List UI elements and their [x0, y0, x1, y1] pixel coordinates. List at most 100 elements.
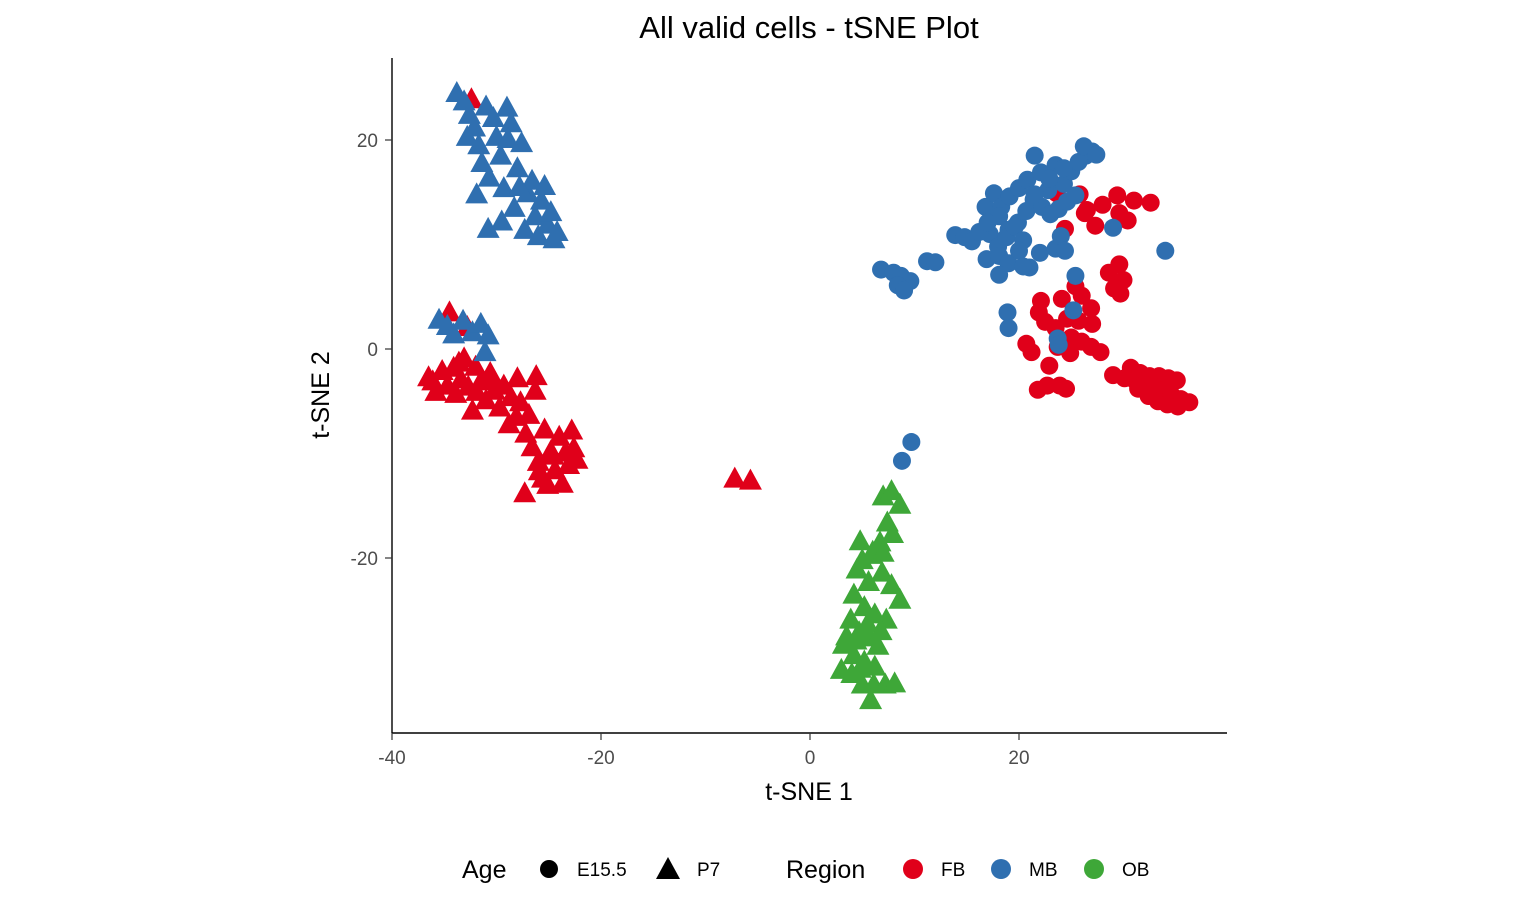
plot-points [417, 80, 1199, 710]
point-mb-e155-61 [1049, 335, 1068, 354]
point-mb-p7-19 [520, 168, 544, 190]
point-mb-p7-17 [513, 217, 537, 239]
point-mb-p7-39 [476, 323, 500, 345]
y-tick-label--20: -20 [351, 549, 378, 570]
point-ob-p7-30 [883, 671, 907, 693]
point-fb-e155-28 [1091, 343, 1110, 362]
point-fb-p7-35 [560, 418, 584, 440]
point-fb-e155-17 [1083, 314, 1102, 333]
x-tick-label-0: 0 [805, 748, 816, 769]
point-fb-e155-56 [1040, 356, 1059, 375]
point-fb-p7-38 [524, 364, 548, 386]
point-fb-p7-5 [444, 381, 468, 403]
point-fb-p7-39 [437, 300, 461, 322]
point-mb-e155-54 [1066, 266, 1085, 285]
point-ob-p7-1 [880, 479, 904, 501]
point-fb-p7-24 [523, 378, 547, 400]
legend-fb-label: FB [941, 860, 965, 881]
point-fb-p7-43 [541, 443, 565, 465]
legend-age-title: Age [462, 856, 506, 884]
point-fb-e155-38 [1167, 371, 1186, 390]
point-mb-e155-37 [1030, 243, 1049, 262]
point-mb-p7-30 [465, 182, 489, 204]
point-ob-p7-2 [888, 492, 912, 514]
point-mb-e155-44 [978, 213, 997, 232]
point-mb-p7-8 [481, 106, 505, 128]
point-mb-e155-30 [1005, 217, 1024, 236]
point-ob-p7-35 [855, 611, 879, 633]
point-mb-e155-26 [1066, 186, 1085, 205]
point-ob-p7-13 [842, 582, 866, 604]
point-mb-e155-64 [902, 433, 921, 452]
point-ob-p7-10 [870, 560, 894, 582]
point-mb-e155-35 [1010, 241, 1028, 260]
point-ob-p7-37 [869, 619, 893, 641]
point-fb-p7-9 [460, 398, 484, 420]
point-fb-p7-41 [513, 481, 537, 503]
point-mb-p7-36 [451, 308, 475, 330]
point-mb-e155-62 [1104, 218, 1123, 237]
point-ob-p7-38 [835, 624, 859, 646]
point-fb-e155-10 [1099, 263, 1118, 282]
point-fb-e155-23 [1029, 303, 1048, 322]
y-tick-label-0: 0 [367, 340, 378, 361]
point-fb-e155-58 [1075, 204, 1094, 223]
point-mb-e155-6 [1025, 146, 1044, 165]
y-axis-ticks: -20 0 20 [351, 131, 392, 570]
point-ob-p7-9 [857, 570, 881, 592]
legend-region-title: Region [786, 856, 865, 884]
point-fb-e155-13 [1105, 279, 1124, 298]
point-fb-e155-4 [1110, 204, 1129, 223]
point-mb-p7-21 [526, 224, 550, 246]
point-ob-p7-17 [839, 607, 863, 629]
x-tick-label-20: 20 [1008, 748, 1029, 769]
legend-p7-triangle-icon [656, 857, 680, 879]
point-mb-e155-50 [895, 281, 914, 300]
y-axis-title: t-SNE 2 [307, 351, 335, 439]
point-ob-p7-14 [852, 595, 876, 617]
point-mb-e155-1 [984, 184, 1003, 203]
point-mb-p7-31 [455, 124, 479, 146]
point-mb-p7-12 [495, 95, 519, 117]
point-ob-p7-33 [850, 548, 874, 570]
point-ob-p7-7 [848, 529, 872, 551]
point-fb-p7-46 [481, 367, 505, 389]
point-mb-p7-4 [467, 133, 491, 155]
point-mb-e155-66 [1025, 185, 1044, 204]
point-mb-p7-14 [502, 195, 526, 217]
point-mb-e155-65 [892, 451, 911, 470]
point-mb-p7-22 [529, 188, 553, 210]
point-fb-e155-1 [1124, 191, 1143, 210]
legend-p7-label: P7 [697, 860, 720, 881]
point-fb-p7-25 [526, 449, 550, 471]
point-mb-p7-25 [539, 200, 563, 222]
point-mb-p7-27 [545, 219, 569, 241]
point-ob-p7-11 [880, 573, 904, 595]
point-mb-p7-10 [489, 143, 513, 165]
point-mb-e155-53 [1055, 241, 1074, 260]
point-fb-e155-59 [1086, 216, 1105, 235]
point-fb-e155-24 [1052, 289, 1071, 308]
point-fb-e155-54 [1038, 376, 1057, 395]
point-fb-p7-15 [488, 395, 512, 417]
point-ob-p7-20 [866, 633, 890, 655]
point-mb-e155-52 [926, 253, 945, 272]
point-mb-p7-32 [496, 126, 520, 148]
point-mb-e155-67 [1040, 169, 1059, 188]
point-fb-e155-15 [1072, 286, 1091, 305]
point-mb-p7-41 [442, 322, 466, 344]
point-mb-p7-15 [505, 156, 529, 178]
legend: Age E15.5 P7 Region FB MB OB [462, 856, 1149, 884]
point-mb-e155-63 [1156, 241, 1175, 260]
legend-ob-swatch-icon [1084, 859, 1104, 879]
x-axis-ticks: -40 -20 0 20 [378, 733, 1030, 769]
point-fb-e155-57 [1057, 379, 1076, 398]
point-mb-e155-58 [999, 319, 1018, 338]
point-mb-p7-33 [507, 175, 531, 197]
point-mb-p7-23 [533, 173, 557, 195]
x-axis-title: t-SNE 1 [765, 778, 853, 806]
point-mb-e155-57 [998, 303, 1017, 322]
point-mb-p7-28 [476, 216, 500, 238]
point-mb-p7-7 [477, 165, 501, 187]
